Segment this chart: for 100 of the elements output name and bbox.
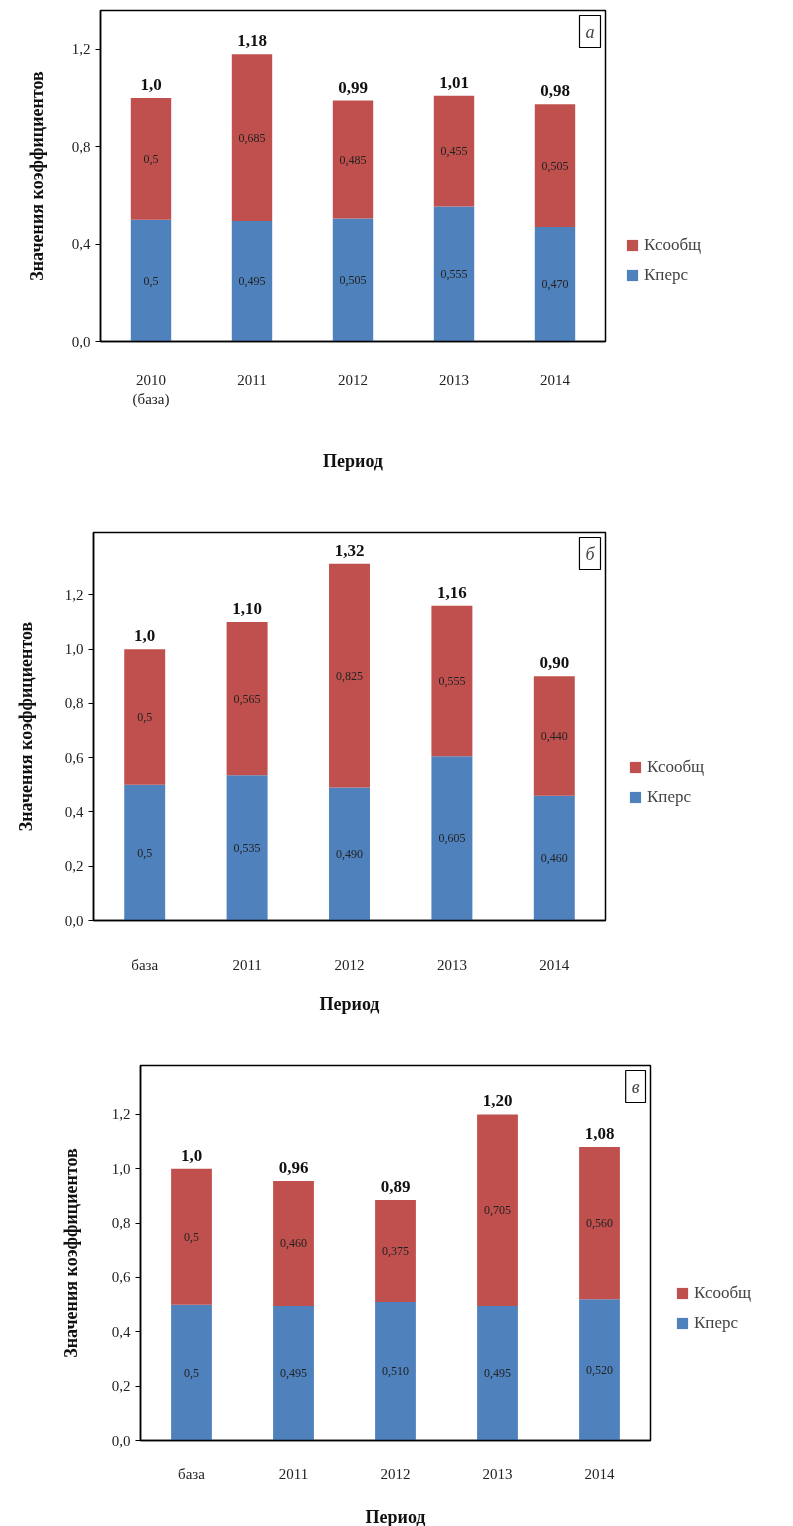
- data-label: 0,495: [484, 1366, 511, 1381]
- x-tick-label: 2011: [237, 371, 267, 388]
- data-label: 0,5: [137, 845, 153, 860]
- x-tick-label: 2012: [380, 1465, 411, 1482]
- total-label: 1,0: [134, 626, 156, 646]
- data-label: 0,5: [184, 1229, 199, 1244]
- bar: [375, 1301, 416, 1441]
- y-tick-label: 0,4: [111, 1323, 131, 1340]
- bar: [332, 100, 374, 219]
- y-tick-label: 1,0: [64, 641, 84, 658]
- data-label: 0,605: [438, 831, 466, 846]
- annotation: а: [585, 21, 595, 42]
- x-tick-label: 2014: [584, 1465, 615, 1482]
- total-label: 0,90: [539, 653, 570, 673]
- bar: [533, 676, 575, 796]
- bar: [124, 784, 166, 921]
- x-tick-label: база: [131, 956, 159, 973]
- bar: [171, 1168, 212, 1305]
- y-tick-label: 0,4: [71, 236, 91, 253]
- x-tick-label: 2013: [482, 1465, 513, 1482]
- y-tick-label: 0,2: [64, 858, 84, 875]
- bar: [579, 1299, 620, 1441]
- x-tick-label: 2012: [338, 371, 368, 388]
- bar: [130, 219, 172, 342]
- data-label: 0,5: [137, 710, 153, 724]
- y-tick-label: 0,8: [111, 1215, 131, 1232]
- bar: [433, 95, 475, 207]
- data-label: 0,510: [382, 1364, 409, 1379]
- bar: [273, 1305, 314, 1441]
- total-label: 1,01: [439, 72, 469, 92]
- data-label: 0,555: [438, 674, 466, 689]
- data-label: 0,685: [238, 130, 266, 145]
- bar: [226, 622, 268, 776]
- bar: [226, 775, 268, 921]
- y-tick-label: 1,2: [111, 1106, 131, 1123]
- data-label: 0,5: [143, 273, 159, 288]
- data-label: 0,485: [339, 152, 367, 167]
- x-tick-label: 2014: [540, 371, 571, 388]
- data-label: 0,490: [336, 847, 363, 862]
- total-label: 0,89: [380, 1177, 411, 1197]
- total-label: 1,32: [334, 540, 365, 560]
- legend-label: Ксообщ: [694, 1283, 752, 1304]
- total-label: 0,99: [338, 77, 368, 97]
- total-label: 1,10: [232, 599, 262, 619]
- x-tick-label: 2012: [334, 956, 365, 973]
- legend-label: Кперс: [644, 264, 689, 285]
- data-label: 0,535: [233, 840, 261, 855]
- total-label: 1,16: [437, 582, 467, 602]
- bar: [231, 221, 273, 342]
- y-tick-label: 0,6: [111, 1269, 131, 1286]
- x-tick-label: 2014: [539, 956, 570, 973]
- legend-label: Ксообщ: [644, 234, 702, 255]
- x-axis-title: Период: [319, 993, 380, 1014]
- bar: [431, 756, 473, 921]
- y-tick-label: 0,6: [64, 749, 84, 766]
- bar: [433, 206, 475, 342]
- annotation: б: [585, 543, 596, 564]
- bar: [124, 649, 166, 785]
- data-label: 0,460: [280, 1236, 307, 1251]
- y-axis-title: Значения коэффициентов: [60, 1147, 81, 1358]
- y-tick-label: 0,0: [64, 912, 84, 929]
- legend-label: Кперс: [694, 1313, 739, 1334]
- y-tick-label: 1,2: [64, 586, 84, 603]
- bar: [231, 54, 273, 222]
- y-tick-label: 0,8: [71, 138, 91, 155]
- x-tick-label: 2011: [278, 1465, 309, 1482]
- data-label: 0,505: [541, 158, 569, 173]
- y-tick-label: 1,0: [111, 1160, 131, 1177]
- bar: [375, 1200, 416, 1302]
- bar: [534, 227, 576, 342]
- data-label: 0,520: [586, 1362, 613, 1377]
- data-label: 0,375: [382, 1243, 409, 1258]
- annotation: в: [631, 1076, 640, 1097]
- y-tick-label: 0,0: [111, 1432, 131, 1449]
- total-label: 1,0: [180, 1145, 203, 1165]
- data-label: 0,560: [586, 1216, 613, 1231]
- bar: [477, 1305, 518, 1441]
- bar: [329, 563, 370, 788]
- x-tick-label: 2013: [436, 956, 467, 973]
- y-tick-label: 1,2: [71, 41, 91, 58]
- y-tick-label: 0,4: [64, 803, 84, 820]
- y-tick-label: 0,8: [64, 695, 84, 712]
- data-label: 0,555: [440, 266, 468, 281]
- bar: [273, 1180, 314, 1306]
- legend-label: Ксообщ: [647, 757, 705, 778]
- data-label: 0,705: [484, 1203, 511, 1218]
- y-axis-title: Значения коэффициентов: [15, 621, 36, 832]
- x-tick-label: 2011: [232, 956, 262, 973]
- data-label: 0,440: [540, 729, 568, 743]
- data-label: 0,495: [280, 1366, 307, 1381]
- x-tick-label: 2010 (база): [132, 371, 170, 408]
- bar: [332, 218, 374, 342]
- bar: [171, 1304, 212, 1441]
- total-label: 1,0: [140, 75, 162, 95]
- data-label: 0,5: [184, 1365, 199, 1380]
- data-label: 0,495: [238, 274, 266, 289]
- total-label: 0,98: [540, 81, 570, 101]
- bar: [533, 795, 575, 921]
- data-label: 0,825: [336, 668, 363, 683]
- data-label: 0,455: [440, 144, 468, 159]
